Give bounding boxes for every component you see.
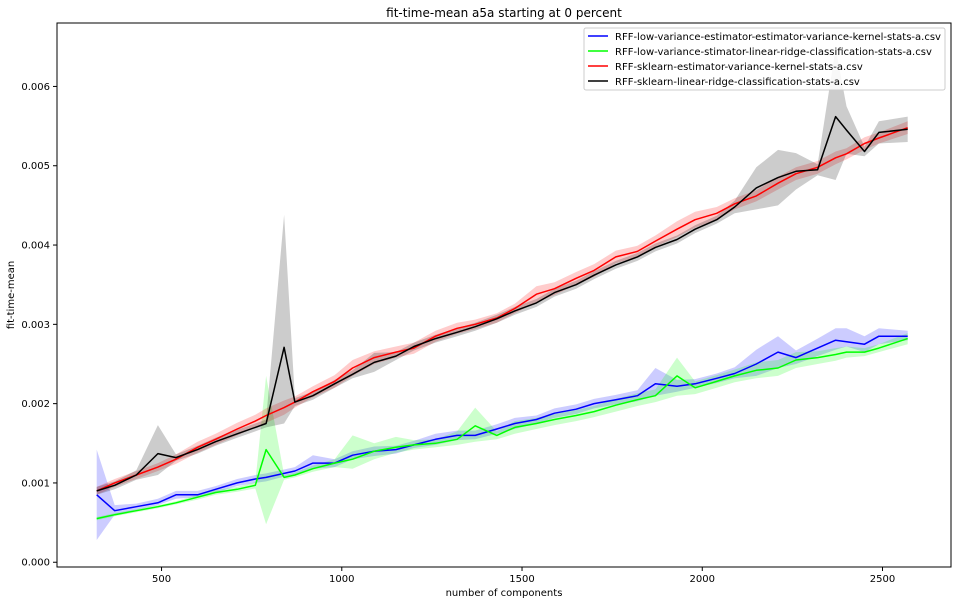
series-line-3 [96, 115, 908, 492]
legend: RFF-low-variance-estimator-estimator-var… [583, 27, 946, 91]
x-tick-label: 2000 [690, 574, 715, 585]
legend-label: RFF-low-variance-estimator-estimator-var… [615, 32, 941, 43]
x-tick-label: 500 [152, 574, 171, 585]
x-tick-label: 2500 [870, 574, 895, 585]
x-axis-label: number of components [446, 588, 563, 599]
y-tick-label: 0.006 [21, 82, 50, 93]
y-tick-label: 0.002 [21, 399, 50, 410]
series-line-0 [96, 335, 908, 512]
legend-box [583, 27, 946, 91]
x-tick-label: 1500 [509, 574, 534, 585]
legend-label: RFF-sklearn-estimator-variance-kernel-st… [615, 62, 863, 73]
y-axis-label: fit-time-mean [6, 261, 17, 329]
x-tick-label: 1000 [329, 574, 354, 585]
chart-title: fit-time-mean a5a starting at 0 percent [386, 6, 622, 20]
series-line-1 [96, 337, 908, 520]
legend-label: RFF-sklearn-linear-ridge-classification-… [615, 77, 860, 88]
y-axis: 0.000 0.001 0.002 0.003 0.004 0.005 0.006 [21, 82, 57, 569]
x-axis: 500 1000 1500 2000 2500 [152, 567, 895, 585]
legend-label: RFF-low-variance-stimator-linear-ridge-c… [615, 47, 932, 58]
confidence-band-series-2 [96, 121, 908, 495]
plot-frame [56, 22, 952, 568]
y-tick-label: 0.004 [21, 241, 50, 252]
y-tick-label: 0.000 [21, 558, 50, 569]
y-tick-label: 0.003 [21, 320, 50, 331]
series-lines [96, 115, 908, 520]
y-tick-label: 0.001 [21, 478, 50, 489]
y-tick-label: 0.005 [21, 161, 50, 172]
